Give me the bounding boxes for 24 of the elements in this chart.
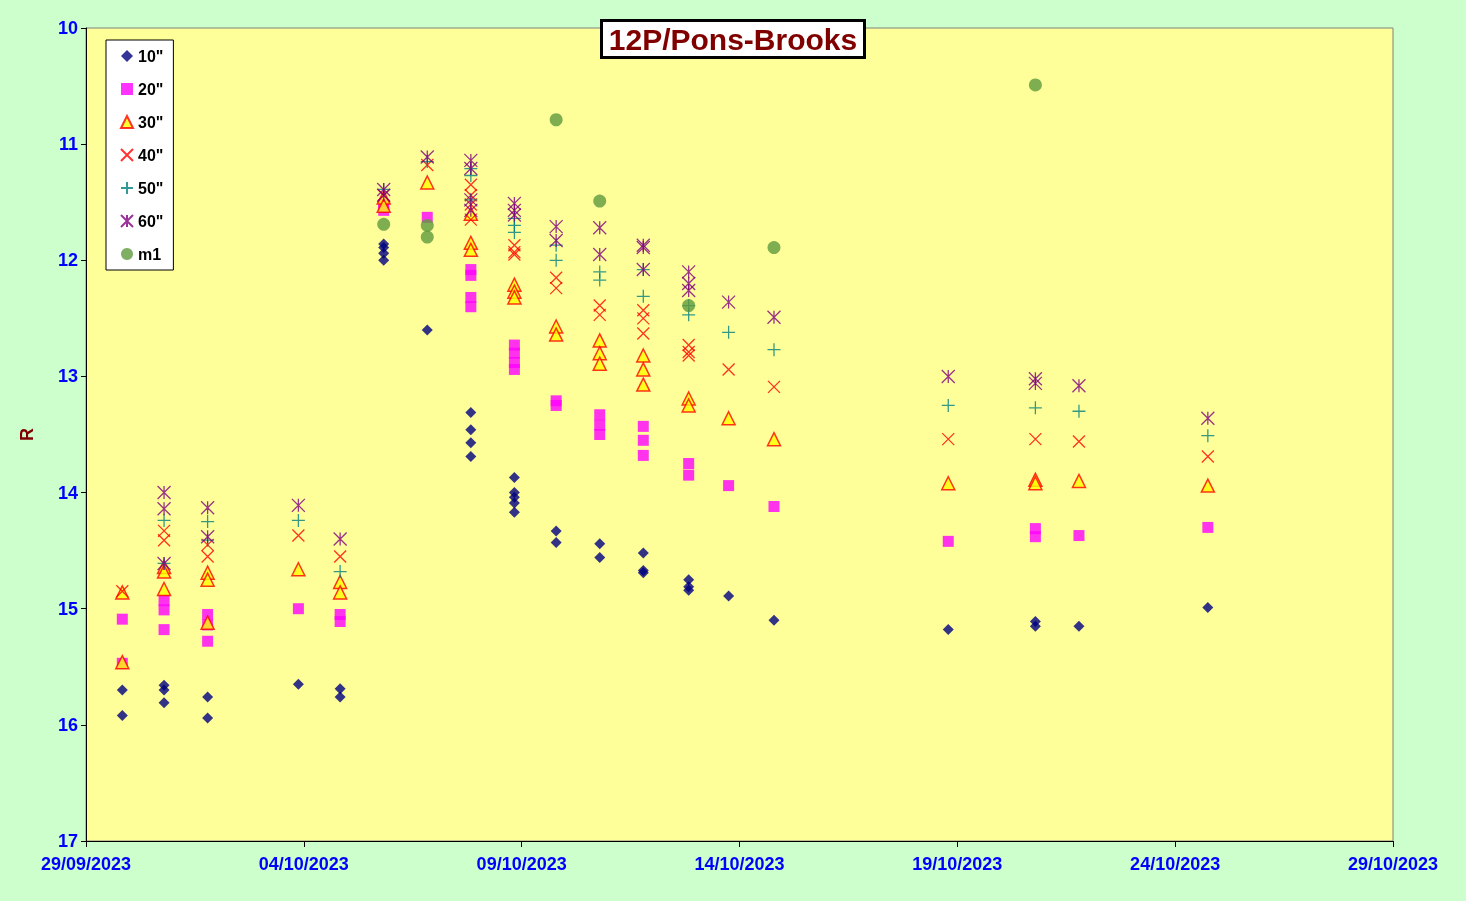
x-tick-label: 19/10/2023 — [912, 854, 1003, 874]
chart-title: 12P/Pons-Brooks — [608, 22, 858, 56]
x-tick-label: 09/10/2023 — [476, 854, 567, 874]
y-tick-label: 16 — [57, 714, 78, 735]
legend-label: 40" — [138, 146, 164, 164]
y-tick-label: 11 — [58, 134, 78, 155]
y-tick-label: 10 — [57, 18, 78, 38]
y-axis-title: R — [17, 428, 37, 441]
legend-label: 60" — [138, 212, 164, 230]
x-tick-label: 29/10/2023 — [1347, 854, 1439, 874]
x-tick-label: 14/10/2023 — [694, 854, 785, 874]
x-tick-label: 04/10/2023 — [258, 854, 349, 874]
legend-label: 50" — [138, 179, 164, 197]
y-tick-label: 14 — [57, 482, 78, 503]
legend-label: 10" — [138, 47, 164, 65]
legend-label: 30" — [138, 113, 164, 131]
legend-label: 20" — [138, 80, 164, 98]
x-tick-label: 29/09/2023 — [40, 854, 132, 874]
y-tick-label: 17 — [57, 831, 78, 851]
y-tick-label: 12 — [57, 250, 78, 271]
x-tick-label: 24/10/2023 — [1130, 854, 1221, 874]
legend-label: m1 — [138, 245, 162, 263]
y-tick-label: 13 — [57, 366, 78, 387]
y-tick-label: 15 — [57, 598, 78, 619]
